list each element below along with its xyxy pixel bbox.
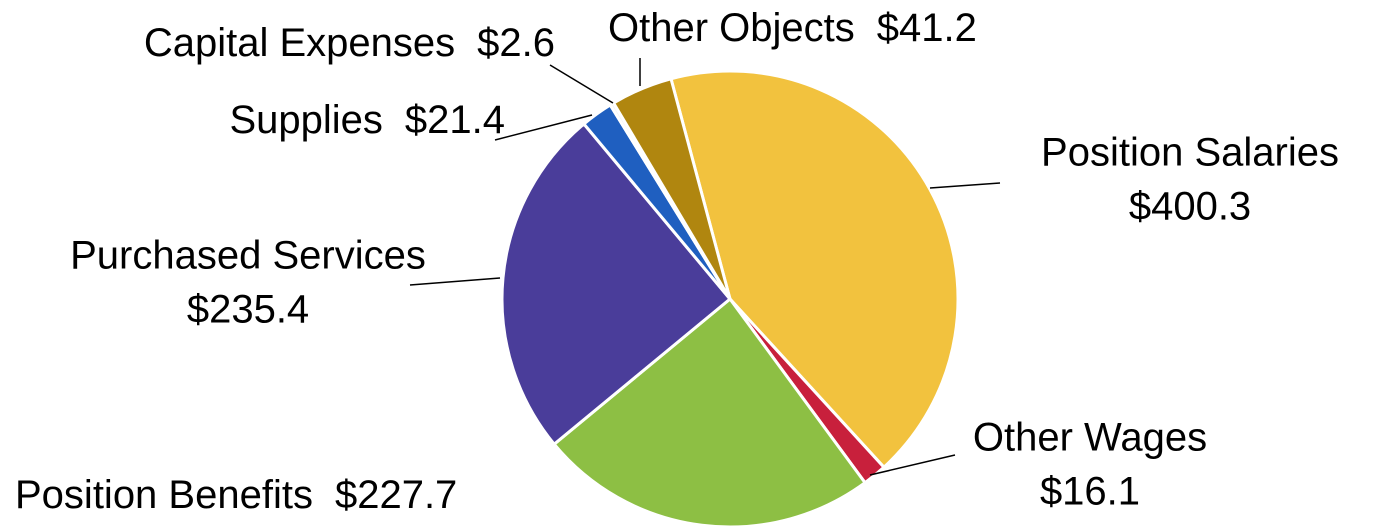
slice-label: Position Salaries bbox=[1041, 131, 1339, 175]
value-label: $227.7 bbox=[335, 473, 457, 517]
pie-slice bbox=[611, 76, 732, 300]
slice-label: Purchased Services bbox=[70, 234, 426, 278]
pie-slice bbox=[552, 296, 868, 526]
slice-label: Other Objects bbox=[608, 6, 855, 50]
value-label: $16.1 bbox=[1040, 470, 1140, 514]
value-label: $2.6 bbox=[477, 21, 555, 65]
value-label: $41.2 bbox=[877, 6, 977, 50]
value-label: $21.4 bbox=[405, 98, 505, 142]
leader-line bbox=[409, 277, 501, 286]
value-label: $400.3 bbox=[1129, 185, 1251, 229]
slice-label: Other Wages bbox=[973, 416, 1207, 460]
value-label: $235.4 bbox=[187, 288, 309, 332]
leader-line bbox=[549, 64, 614, 104]
slice-label: Capital Expenses bbox=[144, 21, 455, 65]
slice-label: Position Benefits bbox=[15, 473, 313, 517]
leader-line bbox=[494, 114, 593, 141]
leader-line bbox=[869, 454, 956, 476]
slice-label-group: Position Benefits $227.7 bbox=[15, 473, 457, 517]
leader-line bbox=[929, 182, 1001, 189]
slice-label: Supplies bbox=[229, 98, 382, 142]
slice-label-group: Capital Expenses $2.6 bbox=[144, 21, 555, 65]
slice-label-group: Other Objects $41.2 bbox=[608, 6, 977, 50]
pie-slice bbox=[500, 121, 733, 447]
pie-slice bbox=[669, 69, 960, 470]
slice-label-group: Supplies $21.4 bbox=[229, 98, 505, 142]
